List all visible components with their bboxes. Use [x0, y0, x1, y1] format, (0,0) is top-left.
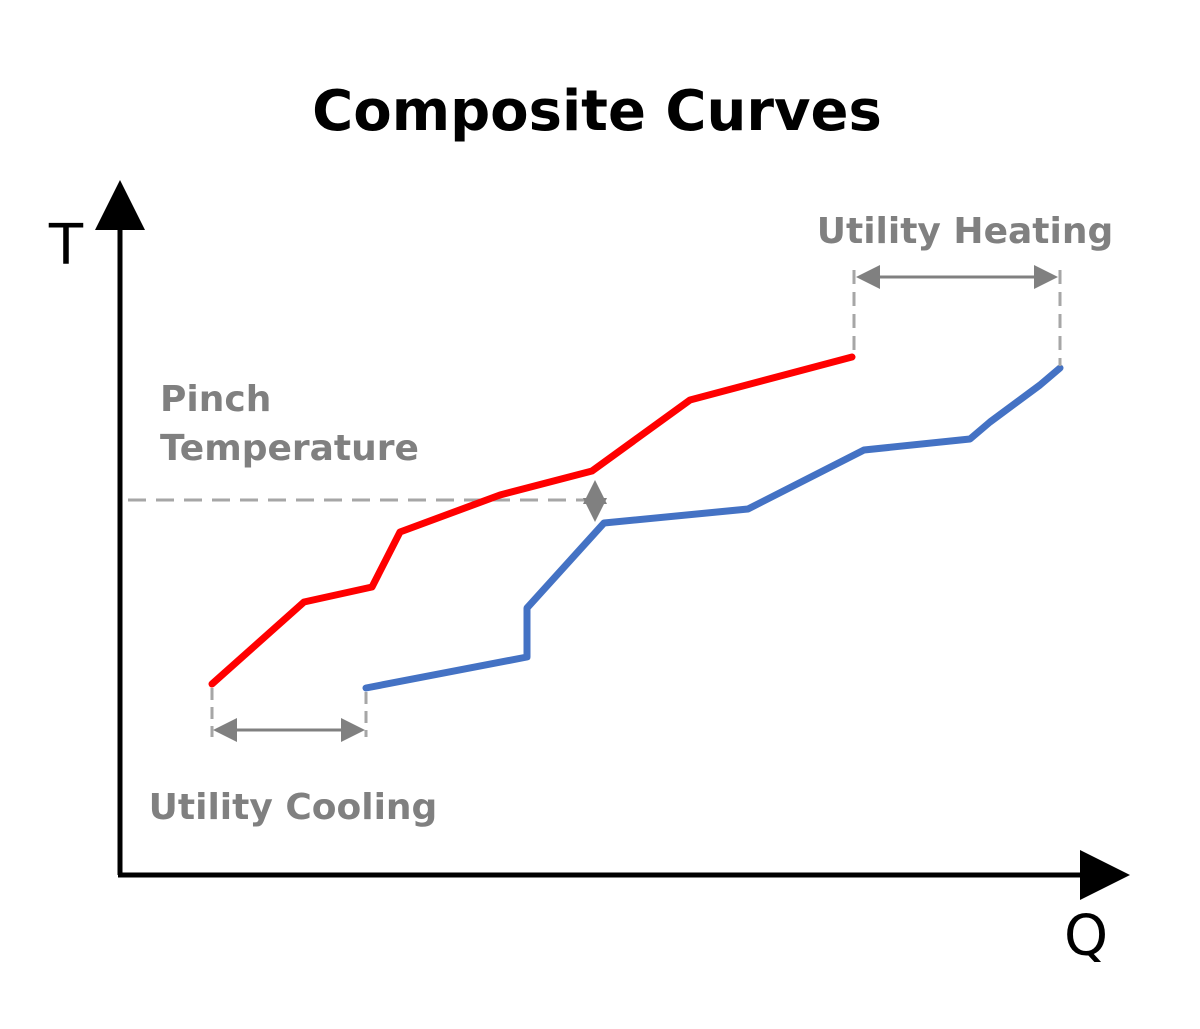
x-axis-label: Q: [1064, 904, 1108, 969]
pinch-label-line1: Pinch: [160, 379, 271, 420]
pinch-label-line2: Temperature: [160, 428, 419, 469]
hot-composite-curve: [208, 353, 856, 688]
cold-composite-curve: [362, 364, 1064, 692]
utility-cooling-label: Utility Cooling: [149, 787, 438, 828]
diagram-title: Composite Curves: [312, 79, 882, 144]
y-axis-label: T: [48, 213, 84, 278]
utility-heating-label: Utility Heating: [817, 211, 1113, 252]
